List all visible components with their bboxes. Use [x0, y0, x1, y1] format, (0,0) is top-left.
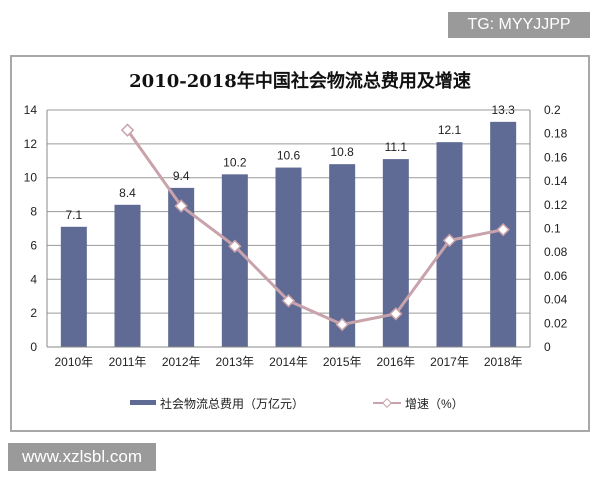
x-tick-label: 2010年: [54, 355, 93, 369]
line-point: [496, 222, 510, 237]
y-right-tick-label: 0.08: [544, 245, 568, 259]
y-right-tick-label: 0.06: [544, 269, 568, 283]
x-tick-label: 2012年: [162, 355, 201, 369]
data-label: 10.6: [277, 149, 301, 163]
data-label: 9.4: [173, 169, 190, 183]
growth-line: [126, 129, 504, 327]
bar: [275, 167, 302, 347]
line-point: [335, 317, 349, 332]
line-point: [389, 307, 403, 321]
data-label: 10.2: [223, 155, 247, 169]
y-right-tick-label: 0.04: [544, 293, 568, 307]
data-label: 12.1: [438, 123, 462, 137]
watermark: TG: MYYJJPP: [448, 12, 590, 38]
x-tick-label: 2018年: [484, 355, 523, 369]
line-point: [174, 199, 188, 213]
bar: [114, 204, 141, 347]
legend-line-label: 增速（%）: [405, 397, 464, 411]
y-right-tick-label: 0.14: [544, 174, 568, 188]
y-right-tick-label: 0: [544, 340, 551, 354]
x-tick-label: 2015年: [323, 355, 362, 369]
bar: [60, 226, 87, 347]
data-label: 10.8: [330, 145, 354, 159]
y-left-tick-label: 4: [30, 272, 37, 286]
legend-bar-swatch: [130, 400, 156, 405]
line-point: [281, 294, 296, 308]
bar: [168, 187, 195, 347]
line-point: [228, 239, 242, 253]
y-right-tick-label: 0.1: [544, 222, 561, 236]
y-left-tick-label: 8: [30, 205, 37, 219]
legend-bar-label: 社会物流总费用（万亿元）: [160, 396, 304, 411]
legend-line-marker: [382, 398, 392, 408]
data-label: 7.1: [65, 208, 82, 222]
y-left-tick-label: 14: [24, 103, 38, 117]
x-tick-label: 2017年: [430, 355, 469, 369]
y-left-tick-label: 2: [30, 306, 37, 320]
x-tick-label: 2013年: [215, 355, 254, 369]
y-right-tick-label: 0.18: [544, 127, 568, 141]
y-right-tick-label: 0.16: [544, 150, 568, 164]
y-left-tick-label: 6: [30, 238, 37, 252]
y-left-tick-label: 10: [24, 171, 38, 185]
data-label: 13.3: [491, 103, 515, 117]
line-point: [442, 233, 457, 248]
bar: [329, 164, 356, 347]
y-left-tick-label: 12: [24, 137, 38, 151]
data-label: 11.1: [385, 140, 408, 154]
chart-title: 2010-2018年中国社会物流总费用及增速: [129, 70, 471, 92]
data-label: 8.4: [119, 186, 136, 200]
site-caption: www.xzlsbl.com: [8, 443, 156, 471]
bar: [221, 174, 248, 347]
y-right-tick-label: 0.12: [544, 198, 568, 212]
x-tick-label: 2016年: [376, 355, 415, 369]
x-tick-label: 2014年: [269, 355, 308, 369]
x-tick-label: 2011年: [109, 355, 147, 369]
line-point: [120, 123, 135, 137]
y-left-tick-label: 0: [30, 340, 37, 354]
y-right-tick-label: 0.02: [544, 316, 568, 330]
y-right-tick-label: 0.2: [544, 103, 561, 117]
